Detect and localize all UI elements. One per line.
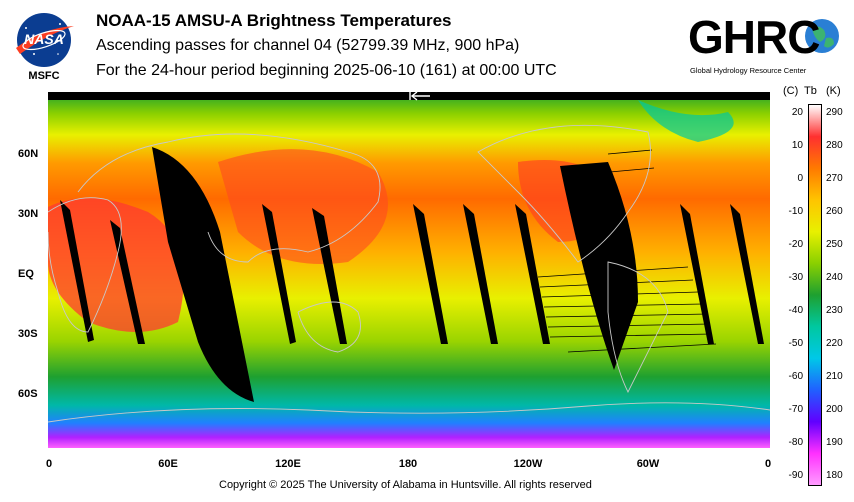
nasa-wordmark: NASA xyxy=(24,31,64,47)
swath-gap xyxy=(515,204,550,344)
coastline-eurasia xyxy=(77,133,381,263)
colorbar-tick-kelvin: 200 xyxy=(826,404,843,415)
colorbar-tick-celsius: 10 xyxy=(791,140,803,151)
swath-gap xyxy=(680,204,714,344)
swath-gap xyxy=(730,204,764,344)
colorbar-tick-celsius: 0 xyxy=(797,173,803,184)
lon-label-60w: 60W xyxy=(636,458,660,470)
swath-gap xyxy=(560,162,638,370)
lon-label-180: 180 xyxy=(398,458,418,470)
swath-gap xyxy=(312,208,347,344)
chart-subtitle: Ascending passes for channel 04 (52799.3… xyxy=(96,37,520,54)
cool-region-arctic xyxy=(638,100,734,142)
swath-gap xyxy=(152,147,254,402)
period-label: For the 24-hour period beginning 2025-06… xyxy=(96,62,557,79)
lon-label-0-right: 0 xyxy=(764,458,772,470)
colorbar-tick-celsius: -40 xyxy=(788,305,803,316)
coastline-australia xyxy=(297,301,361,353)
brightness-temperature-map xyxy=(48,92,770,448)
colorbar-unit-kelvin: (K) xyxy=(826,85,841,97)
swath-gap xyxy=(60,200,94,342)
lon-label-120e: 120E xyxy=(275,458,301,470)
lat-label-eq: EQ xyxy=(18,268,34,280)
coastline-north-america xyxy=(477,124,651,263)
swath-gaps xyxy=(60,147,764,402)
colorbar-tick-kelvin: 180 xyxy=(826,470,843,481)
ghrc-wordmark: GHRC xyxy=(688,11,820,63)
lat-label-30n: 30N xyxy=(18,208,39,220)
colorbar-tick-kelvin: 260 xyxy=(826,206,843,217)
warm-region-asia xyxy=(218,149,388,264)
nasa-logo: NASA MSFC xyxy=(12,10,76,84)
lat-label-60s: 60S xyxy=(18,388,38,400)
ghrc-caption: Global Hydrology Resource Center xyxy=(690,66,807,75)
colorbar-tick-celsius: 20 xyxy=(791,107,803,118)
colorbar-tick-kelvin: 190 xyxy=(826,437,843,448)
nasa-caption: MSFC xyxy=(28,70,60,82)
swath-gap xyxy=(463,204,498,344)
colorbar-tick-celsius: -60 xyxy=(788,371,803,382)
swath-gap xyxy=(110,220,145,344)
coastline-south-america xyxy=(607,261,669,394)
lat-label-30s: 30S xyxy=(18,328,38,340)
orbit-direction-arrow-icon xyxy=(409,92,430,101)
ghrc-logo: GHRC Global Hydrology Resource Center xyxy=(688,8,850,78)
colorbar-tick-celsius: -80 xyxy=(788,437,803,448)
colorbar-unit-tb: Tb xyxy=(804,85,817,97)
colorbar-tick-kelvin: 250 xyxy=(826,239,843,250)
colorbar-tick-celsius: -30 xyxy=(788,272,803,283)
colorbar-tick-celsius: -50 xyxy=(788,338,803,349)
swath-gap xyxy=(413,204,448,344)
lon-label-60e: 60E xyxy=(158,458,178,470)
lat-label-60n: 60N xyxy=(18,148,39,160)
colorbar-tick-kelvin: 210 xyxy=(826,371,843,382)
colorbar-tick-kelvin: 280 xyxy=(826,140,843,151)
coastlines xyxy=(48,124,770,423)
lon-label-120w: 120W xyxy=(513,458,543,470)
colorbar-tick-kelvin: 270 xyxy=(826,173,843,184)
swath-gap xyxy=(262,204,296,344)
colorbar-tick-celsius: -70 xyxy=(788,404,803,415)
coastline-antarctica xyxy=(48,402,770,423)
colorbar-tick-kelvin: 230 xyxy=(826,305,843,316)
scan-lines xyxy=(537,149,717,353)
colorbar-tick-celsius: -20 xyxy=(788,239,803,250)
colorbar-tick-kelvin: 240 xyxy=(826,272,843,283)
chart-title: NOAA-15 AMSU-A Brightness Temperatures xyxy=(96,11,452,30)
colorbar-tick-kelvin: 290 xyxy=(826,107,843,118)
colorbar-unit-celsius: (C) xyxy=(783,85,799,97)
colorbar-tick-kelvin: 220 xyxy=(826,338,843,349)
colorbar xyxy=(808,104,822,486)
polar-no-data-band xyxy=(48,92,770,100)
colorbar-tick-celsius: -10 xyxy=(788,206,803,217)
colorbar-tick-celsius: -90 xyxy=(788,470,803,481)
copyright-notice: Copyright © 2025 The University of Alaba… xyxy=(219,479,592,491)
lon-label-0: 0 xyxy=(45,458,53,470)
coastline-africa xyxy=(48,197,122,333)
